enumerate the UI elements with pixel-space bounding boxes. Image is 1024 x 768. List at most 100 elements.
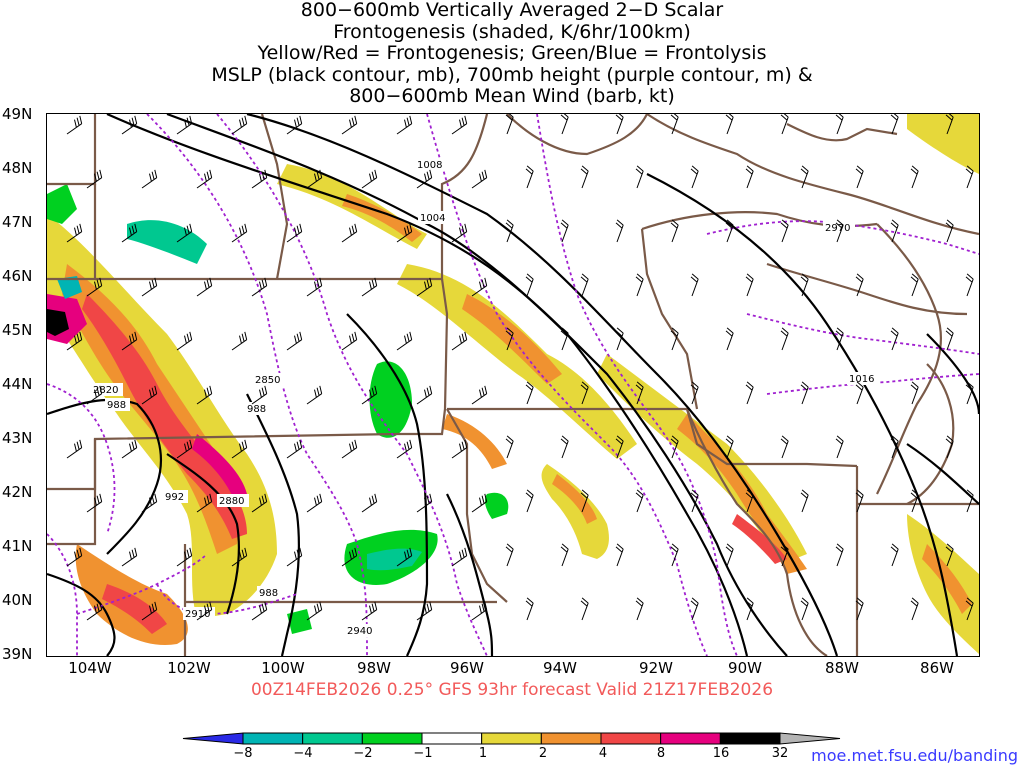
wind-barb	[670, 435, 679, 459]
wind-barb	[780, 114, 789, 135]
wind-barb	[471, 385, 488, 405]
colorbar-segment	[421, 732, 483, 745]
wind-barb	[580, 273, 589, 297]
height-label-2820: 2820	[93, 385, 118, 396]
wind-barb	[306, 493, 323, 513]
lon-label-92w: 92W	[639, 659, 673, 677]
wind-barb	[725, 435, 734, 459]
wind-barb	[910, 381, 919, 405]
wind-barb	[835, 114, 844, 135]
lat-label-47n: 47N	[2, 213, 33, 231]
wind-barb	[341, 547, 358, 567]
wind-barb	[416, 169, 433, 189]
wind-barb	[890, 327, 899, 351]
wind-barb	[251, 601, 268, 621]
wind-barb	[416, 385, 433, 405]
lon-label-86w: 86W	[920, 659, 954, 677]
title-line-5: 800−600mb Mean Wind (barb, kt)	[349, 85, 675, 107]
wind-barb	[341, 331, 358, 351]
wind-barb	[361, 169, 378, 189]
wind-barb	[635, 381, 644, 405]
mslp-label-1004: 1004	[420, 213, 445, 224]
wind-barb	[855, 165, 864, 189]
wind-barb	[745, 381, 754, 405]
wind-barb	[231, 439, 248, 459]
wind-barb	[910, 489, 919, 513]
wind-barb	[690, 273, 699, 297]
mslp-contours	[47, 114, 979, 656]
colorbar-label-2: 2	[538, 746, 548, 761]
height-label-2910: 2910	[185, 609, 210, 620]
wind-barb	[231, 115, 248, 135]
wind-barb	[306, 385, 323, 405]
wind-barb	[690, 489, 699, 513]
wind-barb	[451, 547, 468, 567]
wind-barb	[251, 277, 268, 297]
wind-barb	[745, 489, 754, 513]
wind-barb	[176, 331, 193, 351]
height-label-2940: 2940	[347, 626, 372, 637]
wind-barb	[965, 273, 974, 297]
wind-barb	[141, 601, 158, 621]
wind-barb	[66, 115, 83, 135]
wind-barb	[855, 381, 864, 405]
lon-label-94w: 94W	[543, 659, 577, 677]
colorbar-label-16: 16	[712, 746, 730, 761]
wind-barb	[86, 169, 103, 189]
wind-barb	[635, 165, 644, 189]
wind-barb	[251, 385, 268, 405]
wind-barb	[251, 169, 268, 189]
colorbar-label-32: 32	[771, 746, 789, 761]
wind-barb	[471, 493, 488, 513]
wind-barb	[86, 385, 103, 405]
wind-barb	[66, 331, 83, 351]
lat-label-46n: 46N	[2, 267, 33, 285]
wind-barb	[965, 489, 974, 513]
wind-barb	[670, 327, 679, 351]
credit-link[interactable]: moe.met.fsu.edu/banding	[811, 746, 1018, 765]
wind-barb	[196, 277, 213, 297]
wind-barb	[965, 597, 974, 621]
wind-barb	[560, 219, 569, 243]
title-line-3: Yellow/Red = Frontogenesis; Green/Blue =…	[257, 42, 767, 64]
wind-barb	[945, 435, 954, 459]
wind-barb	[560, 435, 569, 459]
mslp-label-988-a: 988	[107, 400, 126, 411]
colorbar-label-minus4: −4	[293, 746, 313, 761]
mslp-label-988-b: 988	[247, 404, 266, 415]
wind-barb	[945, 114, 954, 135]
wind-barb	[451, 439, 468, 459]
wind-barb	[890, 543, 899, 567]
wind-barb	[560, 543, 569, 567]
wind-barb	[560, 114, 569, 135]
lat-label-44n: 44N	[2, 375, 33, 393]
wind-barb	[341, 439, 358, 459]
contour-labels: 1008 1004 1016 988 992 988 988 2820 2850…	[91, 158, 879, 637]
wind-barb	[86, 601, 103, 621]
lat-label-45n: 45N	[2, 321, 33, 339]
wind-barb	[855, 273, 864, 297]
wind-barb	[416, 493, 433, 513]
wind-barb	[670, 543, 679, 567]
wind-barb	[690, 165, 699, 189]
frontogenesis-shading	[47, 114, 979, 654]
wind-barb	[121, 439, 138, 459]
colorbar-segment	[660, 732, 721, 745]
wind-barb	[176, 115, 193, 135]
lat-label-39n: 39N	[2, 645, 33, 663]
wind-barb	[66, 223, 83, 243]
colorbar-label-4: 4	[598, 746, 608, 761]
wind-barb	[670, 219, 679, 243]
lon-label-104w: 104W	[68, 659, 112, 677]
colorbar-segment	[242, 732, 304, 745]
wind-barb	[306, 277, 323, 297]
wind-barbs	[66, 114, 974, 621]
wind-barb	[141, 493, 158, 513]
wind-barb	[141, 385, 158, 405]
wind-barb	[725, 114, 734, 135]
wind-barb	[86, 277, 103, 297]
colorbar-segments	[182, 732, 841, 745]
wind-barb	[945, 327, 954, 351]
wind-barb	[396, 439, 413, 459]
wind-barb	[361, 601, 378, 621]
